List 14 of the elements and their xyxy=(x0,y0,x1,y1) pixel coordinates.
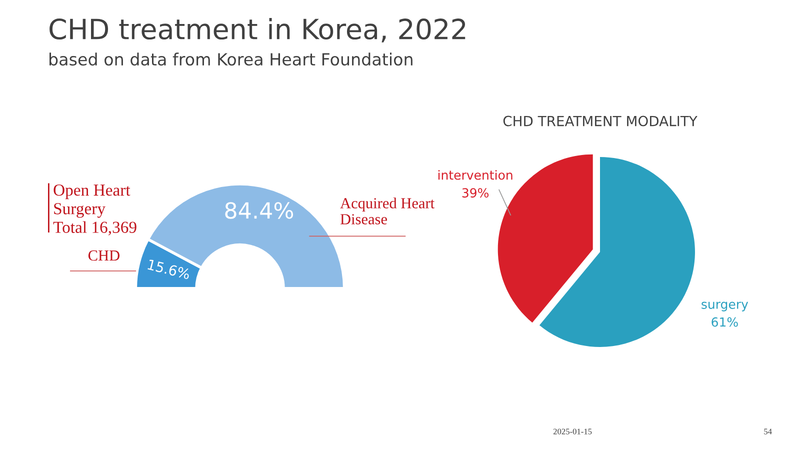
chart-title: CHD TREATMENT MODALITY xyxy=(503,116,698,126)
data-label: 84.4% xyxy=(225,202,294,219)
data-label: 39% xyxy=(462,188,489,198)
slice-label: CHD xyxy=(88,250,120,261)
chart-title: CHD treatment in Korea, 2022 xyxy=(50,18,466,42)
text: 2025-01-15 xyxy=(553,428,592,434)
text: Open Heart Surgery Total 16,369 xyxy=(53,184,136,236)
data-label: 15.6% xyxy=(147,259,191,280)
slice-label: intervention xyxy=(438,170,512,180)
data-label: 61% xyxy=(712,317,738,327)
text: 54 xyxy=(764,428,772,434)
slice-label: Acquired Heart Disease xyxy=(340,198,434,224)
slice-label: surgery xyxy=(702,302,748,312)
chart-subtitle: based on data from Korea Heart Foundation xyxy=(50,52,412,66)
